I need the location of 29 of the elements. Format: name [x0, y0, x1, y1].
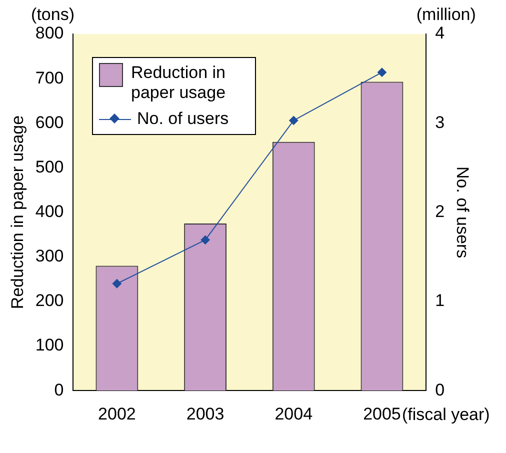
y2-tick-label: 4 [435, 24, 445, 43]
legend-label: Reduction in paper usage [131, 63, 227, 103]
y2-tick-label: 1 [435, 291, 445, 310]
text: (million) [416, 5, 476, 24]
x-tick-label: 2004 [274, 404, 313, 424]
y-tick-label: 300 [35, 246, 64, 266]
x-tick-label: 2002 [98, 404, 136, 424]
y2-axis-title: No. of users [453, 166, 472, 258]
y-axis-title: Reduction in paper usage [8, 115, 27, 310]
y-tick-label: 800 [35, 24, 64, 43]
y-tick-label: 700 [35, 68, 64, 88]
y-tick-label: 200 [35, 291, 64, 310]
y-tick-label: 500 [35, 157, 64, 176]
point [112, 279, 122, 288]
y-tick-label: 100 [35, 336, 64, 355]
legend-label: No. of users [137, 109, 229, 129]
x-tick-label: 2003 [186, 404, 224, 424]
y2-tick-label: 3 [435, 112, 445, 132]
y2-tick-label: 0 [435, 380, 445, 400]
point [377, 68, 386, 77]
y2-tick-label: 2 [435, 202, 445, 221]
x-axis-title: (fiscal year) [402, 404, 490, 424]
y-tick-label: 0 [54, 380, 64, 400]
point [289, 116, 298, 125]
y-tick-label: 600 [35, 112, 64, 132]
x-tick-label: 2005 [363, 404, 401, 424]
point [200, 235, 210, 244]
text: (tons) [31, 5, 74, 24]
y-tick-label: 400 [35, 202, 64, 221]
